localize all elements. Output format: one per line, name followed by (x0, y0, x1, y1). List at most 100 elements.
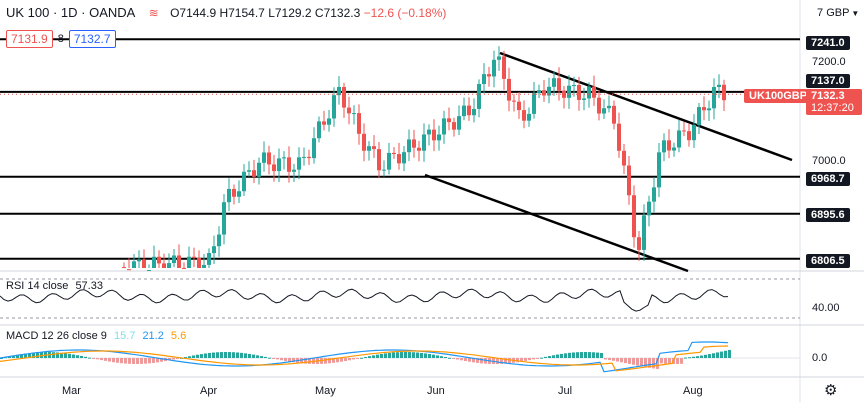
candle-body (517, 101, 521, 111)
candle-body (422, 134, 426, 151)
candle-body (522, 110, 526, 121)
macd-histogram-bar (152, 358, 155, 363)
macd-histogram-bar (412, 352, 415, 358)
macd-histogram-bar (224, 352, 227, 358)
candle-body (467, 105, 471, 116)
macd-histogram-bar (20, 354, 23, 358)
candle-body (142, 259, 146, 268)
macd-histogram-bar (408, 352, 411, 358)
candle-body (692, 124, 696, 141)
macd-histogram-bar (60, 352, 63, 358)
macd-histogram-bar (192, 355, 195, 358)
candle-body (532, 93, 536, 114)
candle-body (502, 56, 506, 79)
macd-histogram-bar (456, 358, 459, 360)
macd-histogram-bar (624, 358, 627, 364)
macd-histogram-bar (252, 354, 255, 358)
macd-histogram-bar (260, 356, 263, 358)
candle-body (147, 269, 151, 271)
rsi-legend[interactable]: RSI 14 close 57.33 (6, 280, 103, 292)
candle-body (127, 269, 131, 271)
candle-body (232, 188, 236, 197)
macd-histogram-bar (504, 358, 507, 364)
macd-histogram-bar (544, 356, 547, 358)
macd-histogram-bar (428, 354, 431, 358)
macd-histogram-bar (16, 354, 19, 358)
macd-histogram-bar (116, 358, 119, 363)
macd-histogram-bar (712, 353, 715, 358)
candle-body (382, 169, 386, 171)
level-tag: 6806.5 (806, 254, 850, 268)
current-price-tag: 7132.3 12:37:20 (806, 89, 862, 115)
time-label: Mar (62, 385, 81, 397)
macd-histogram-bar (232, 352, 235, 358)
macd-histogram-bar (548, 356, 551, 358)
candle-body (172, 255, 176, 264)
sell-button[interactable]: 7131.9 (6, 30, 53, 48)
macd-histogram-bar (112, 358, 115, 363)
time-label: Jun (427, 385, 445, 397)
candle-body (427, 129, 431, 135)
candle-body (397, 154, 401, 164)
candle-body (557, 78, 561, 91)
buy-button[interactable]: 7132.7 (68, 30, 116, 48)
macd-histogram-bar (268, 357, 271, 359)
macd-histogram-bar (104, 358, 107, 361)
candle-body (352, 113, 356, 115)
macd-histogram-bar (292, 358, 295, 363)
level-tag: 6968.7 (806, 172, 850, 186)
macd-histogram-bar (536, 358, 539, 359)
macd-histogram-bar (328, 358, 331, 364)
macd-histogram-bar (184, 357, 187, 359)
macd-histogram-bar (128, 358, 131, 364)
macd-histogram-bar (676, 358, 679, 364)
macd-histogram-bar (72, 354, 75, 358)
gear-icon[interactable]: ⚙ (824, 382, 838, 399)
macd-histogram-bar (552, 355, 555, 358)
candle-body (452, 122, 456, 130)
candle-body (472, 108, 476, 116)
candle-body (252, 170, 256, 177)
macd-histogram-bar (88, 357, 91, 359)
chart-header: UK 100 · 1D · OANDA ≋ O7144.9 H7154.7 L7… (6, 5, 446, 20)
candle-body (327, 118, 331, 125)
macd-histogram-bar (264, 356, 267, 358)
candle-body (632, 195, 636, 238)
macd-value: 21.2 (142, 330, 164, 342)
macd-histogram-bar (344, 358, 347, 362)
macd-histogram-bar (228, 352, 231, 358)
candle-body (212, 246, 216, 254)
macd-histogram-bar (688, 357, 691, 359)
macd-histogram-bar (68, 353, 71, 358)
macd-histogram-bar (12, 355, 15, 358)
macd-histogram-bar (108, 358, 111, 362)
candle-body (417, 147, 421, 151)
candle-body (497, 56, 501, 60)
macd-histogram-bar (52, 352, 55, 358)
candle-body (597, 97, 601, 114)
candle-body (537, 90, 541, 94)
candle-body (222, 202, 226, 235)
candle-body (587, 86, 591, 99)
macd-histogram-bar (532, 358, 535, 360)
candle-body (357, 113, 361, 134)
macd-histogram-bar (304, 358, 307, 364)
macd-legend[interactable]: MACD 12 26 close 9 15.7 21.2 5.6 (6, 330, 186, 342)
ohlc-low: L7129.2 (268, 6, 312, 20)
candle-body (702, 107, 706, 111)
symbol-title[interactable]: UK 100 · 1D · OANDA (6, 5, 136, 20)
macd-histogram-bar (172, 358, 175, 360)
candle-body (622, 150, 626, 166)
macd-histogram-bar (448, 357, 451, 359)
candle-body (607, 105, 611, 109)
flag-icon[interactable]: ≋ (148, 6, 159, 20)
currency-menu[interactable]: 7 GBP ▼ (817, 7, 860, 19)
candle-body (372, 146, 376, 150)
macd-histogram-bar (80, 355, 83, 358)
candle-body (392, 152, 396, 155)
candle-body (637, 237, 641, 250)
candle-body (647, 201, 651, 216)
candle-body (287, 157, 291, 172)
